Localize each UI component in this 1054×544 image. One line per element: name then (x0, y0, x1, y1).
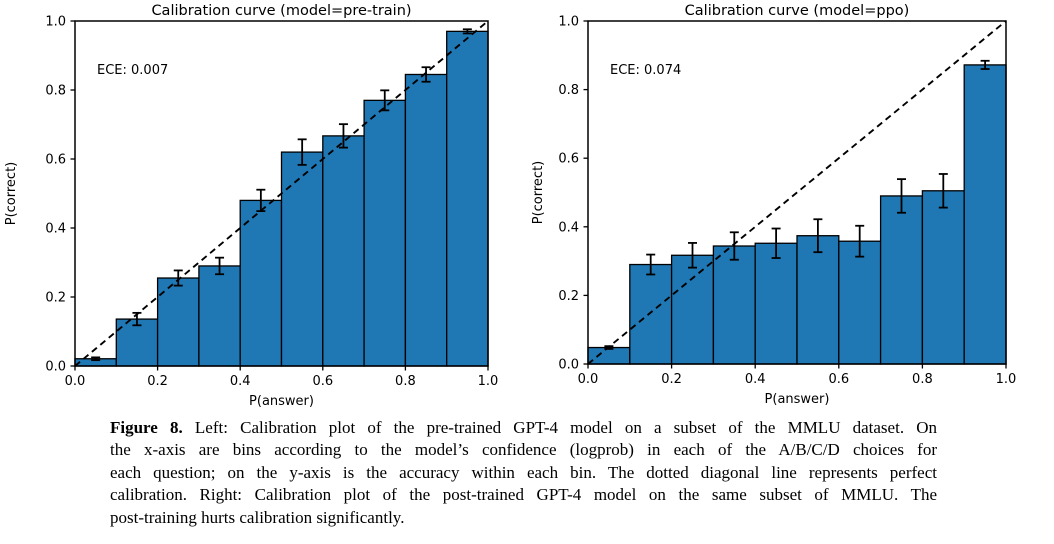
calibration-bar (446, 30, 489, 367)
x-axis: 0.0 0.2 0.4 0.6 0.8 1.0 (65, 366, 499, 389)
calibration-bar (363, 99, 407, 367)
y-tick-label: 1.0 (558, 15, 579, 30)
caption-line-1: Figure 8. Left: Calibration plot of the … (110, 417, 937, 439)
error-bars (604, 59, 990, 350)
y-tick-label: 0.6 (45, 153, 66, 168)
calibration-bar (796, 235, 840, 365)
x-tick-label: 0.2 (661, 372, 682, 387)
calibration-bar (404, 73, 448, 367)
y-tick-label: 0.6 (558, 152, 579, 167)
chart-pretrain: 0.0 0.2 0.4 0.6 0.8 1.0 0.0 0.2 0.4 0.6 0.8 1.0 Cali… (4, 3, 499, 409)
x-tick-label: 0.2 (147, 374, 168, 389)
error-bars (91, 28, 472, 362)
y-axis-label: P(correct) (531, 161, 546, 225)
calibration-bar (670, 254, 715, 365)
calibration-bar (879, 195, 924, 365)
plot-frame (74, 20, 489, 367)
calibration-bar (322, 135, 365, 367)
chart-ppo: 0.0 0.2 0.4 0.6 0.8 1.0 0.0 0.2 0.4 0.6 0.8 1.0 Cali… (531, 3, 1017, 407)
x-tick-label: 1.0 (478, 374, 499, 389)
figure-caption: Figure 8. Left: Calibration plot of the … (110, 417, 937, 529)
caption-line-5: post-training hurts calibration signific… (110, 507, 405, 527)
y-tick-label: 0.8 (558, 83, 579, 98)
caption-figure-label: Figure 8. (110, 418, 183, 437)
y-axis: 0.0 0.2 0.4 0.6 0.8 1.0 (45, 15, 75, 375)
ece-annotation: ECE: 0.074 (610, 63, 681, 78)
diagonal-line (74, 20, 489, 367)
y-tick-label: 0.0 (558, 358, 579, 373)
charts-row: 0.0 0.2 0.4 0.6 0.8 1.0 0.0 0.2 0.4 0.6 0.8 1.0 Cali… (4, 3, 1017, 409)
ece-annotation: ECE: 0.007 (97, 63, 168, 78)
x-axis: 0.0 0.2 0.4 0.6 0.8 1.0 (578, 364, 1017, 387)
caption-line-2: the x-axis are bins according to the mod… (110, 440, 937, 460)
y-tick-label: 0.8 (45, 84, 66, 99)
x-tick-label: 0.0 (578, 372, 599, 387)
x-tick-label: 0.4 (745, 372, 766, 387)
x-tick-label: 0.6 (828, 372, 849, 387)
x-tick-label: 0.4 (230, 374, 251, 389)
calibration-bar (239, 199, 283, 367)
x-tick-label: 0.8 (912, 372, 933, 387)
y-tick-label: 0.2 (45, 291, 66, 306)
calibration-bar (838, 240, 882, 365)
y-tick-label: 0.4 (558, 220, 579, 235)
x-axis-label: P(answer) (765, 392, 830, 407)
calibration-bar (712, 245, 756, 365)
calibration-bar (629, 263, 673, 365)
caption-line-3: each question; on the y-axis is the accu… (110, 462, 937, 482)
calibration-bar (754, 242, 798, 365)
y-axis: 0.0 0.2 0.4 0.6 0.8 1.0 (558, 15, 588, 373)
bars (587, 64, 1007, 365)
y-axis-label: P(correct) (4, 162, 19, 226)
calibration-bar (280, 151, 324, 367)
y-tick-label: 1.0 (45, 15, 66, 30)
chart-title: Calibration curve (model=pre-train) (151, 3, 411, 19)
x-tick-label: 1.0 (996, 372, 1017, 387)
y-tick-label: 0.2 (558, 289, 579, 304)
caption-line-4: calibration. Right: Calibration plot of … (110, 485, 937, 505)
diagonal-line (587, 20, 1007, 365)
calibration-bar (587, 346, 631, 365)
plot-frame (587, 20, 1007, 365)
calibration-bar (963, 64, 1007, 365)
y-tick-label: 0.0 (45, 360, 66, 375)
x-tick-label: 0.8 (395, 374, 416, 389)
caption-line-1-text: Left: Calibration plot of the pre-traine… (194, 418, 938, 437)
x-tick-label: 0.6 (312, 374, 333, 389)
y-tick-label: 0.4 (45, 222, 66, 237)
calibration-bar (921, 190, 965, 365)
chart-title: Calibration curve (model=ppo) (685, 3, 910, 19)
x-tick-label: 0.0 (65, 374, 86, 389)
calibration-bar (198, 265, 241, 367)
x-axis-label: P(answer) (249, 394, 314, 409)
